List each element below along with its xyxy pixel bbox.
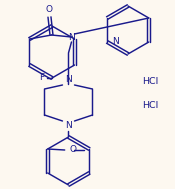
Text: N: N [68,33,75,42]
Text: N: N [65,121,72,129]
Text: F: F [39,74,44,83]
Text: O: O [70,146,77,154]
Text: O: O [46,5,53,15]
Text: HCl: HCl [142,101,158,109]
Text: N: N [65,75,72,84]
Text: HCl: HCl [142,77,158,87]
Text: N: N [112,36,119,46]
